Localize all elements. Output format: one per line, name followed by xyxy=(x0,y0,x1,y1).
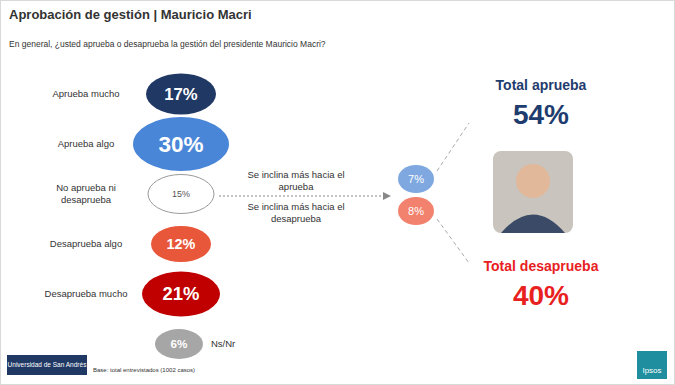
html-text:Ipsos: Ipsos xyxy=(642,366,662,375)
html-text:En general, ¿usted aprueba o d: En general, ¿usted aprueba o desaprueba … xyxy=(9,39,326,49)
svg-text:30%: 30% xyxy=(158,132,203,157)
html-text:Aprueba algo: Aprueba algo xyxy=(57,138,115,149)
html-text:54%: 54% xyxy=(513,99,569,130)
svg-text:15%: 15% xyxy=(172,189,190,199)
html-text:Total desaprueba: Total desaprueba xyxy=(483,258,599,274)
svg-text:6%: 6% xyxy=(171,337,189,350)
html-text:Aprobación de gestión | Mauric: Aprobación de gestión | Mauricio Macri xyxy=(9,7,252,22)
html-text:Ns/Nr: Ns/Nr xyxy=(211,338,236,349)
svg-text:8%: 8% xyxy=(408,205,424,217)
svg-text:7%: 7% xyxy=(408,173,424,185)
svg-text:12%: 12% xyxy=(167,236,196,252)
html-text:Total aprueba: Total aprueba xyxy=(495,77,587,93)
html-text:Desaprueba algo: Desaprueba algo xyxy=(49,238,123,249)
html-text:No aprueba ni desaprueba: No aprueba ni desaprueba xyxy=(56,182,116,205)
svg-text:21%: 21% xyxy=(163,283,200,304)
html-text:40%: 40% xyxy=(513,280,569,311)
html-text:Base: total entrevistados (100: Base: total entrevistados (1002 casos) xyxy=(93,367,196,373)
html-text:Se inclina más hacia el aprueb: Se inclina más hacia el aprueba xyxy=(247,169,345,192)
svg-text:17%: 17% xyxy=(164,85,198,104)
html-text:Desaprueba mucho: Desaprueba mucho xyxy=(44,288,128,299)
html-text:Se inclina más hacia el desapr: Se inclina más hacia el desaprueba xyxy=(247,201,345,224)
html-text:Universidad de San Andrés: Universidad de San Andrés xyxy=(7,361,87,368)
html-text:Aprueba mucho: Aprueba mucho xyxy=(52,88,120,99)
